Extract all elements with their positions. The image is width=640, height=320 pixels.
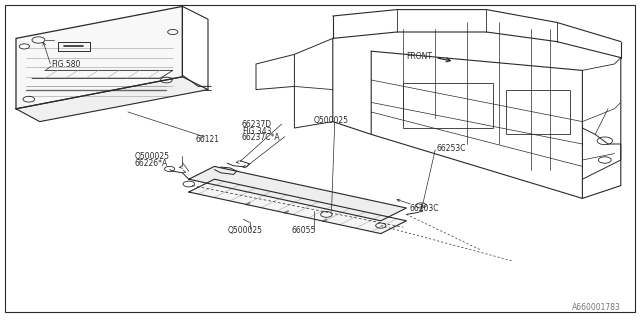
Text: A660001783: A660001783 bbox=[572, 303, 621, 312]
Text: 66226*A: 66226*A bbox=[134, 159, 168, 168]
Text: Q500025: Q500025 bbox=[314, 116, 349, 125]
Text: FIG.580: FIG.580 bbox=[51, 60, 81, 69]
Text: 66253C: 66253C bbox=[436, 144, 466, 153]
Text: Q500025: Q500025 bbox=[227, 226, 262, 235]
Text: 66055: 66055 bbox=[291, 226, 316, 235]
Text: Q500025: Q500025 bbox=[134, 152, 170, 161]
Text: 66237C*A: 66237C*A bbox=[242, 133, 280, 142]
Text: 66203C: 66203C bbox=[410, 204, 439, 212]
Bar bbox=[403, 83, 493, 128]
Text: FIG.343: FIG.343 bbox=[242, 127, 271, 136]
Text: 66237D: 66237D bbox=[242, 120, 272, 129]
Text: FRONT: FRONT bbox=[406, 52, 433, 61]
Polygon shape bbox=[16, 77, 208, 122]
Text: 66121: 66121 bbox=[195, 135, 219, 144]
Polygon shape bbox=[189, 166, 406, 221]
Polygon shape bbox=[16, 6, 182, 109]
Polygon shape bbox=[189, 179, 406, 234]
Bar bbox=[506, 90, 570, 134]
